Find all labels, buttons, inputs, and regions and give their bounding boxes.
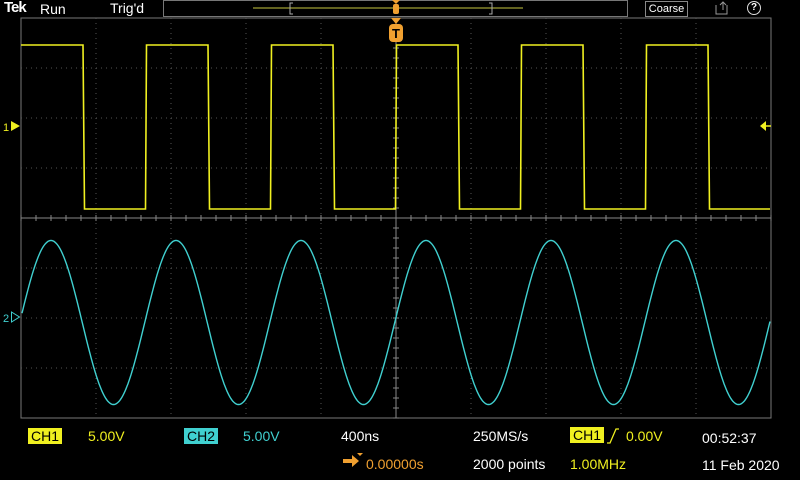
ch1-waveform bbox=[21, 44, 770, 210]
rising-edge-icon bbox=[606, 427, 620, 450]
trigger-state: Trig'd bbox=[110, 0, 145, 16]
svg-text:T: T bbox=[392, 26, 400, 41]
coarse-button[interactable]: Coarse bbox=[645, 1, 688, 17]
trigger-marker-icon[interactable]: T bbox=[389, 18, 403, 42]
trigger-frequency: 1.00MHz bbox=[570, 456, 627, 472]
ch2-badge[interactable]: CH2 bbox=[184, 428, 219, 444]
export-icon[interactable] bbox=[715, 1, 729, 20]
overview-view-brackets[interactable] bbox=[289, 2, 493, 15]
ch1-badge[interactable]: CH1 bbox=[28, 428, 63, 444]
ch1-scale[interactable]: 5.00V bbox=[88, 428, 125, 444]
ch2-scale[interactable]: 5.00V bbox=[243, 428, 280, 444]
horizontal-position[interactable]: 0.00000s bbox=[366, 456, 424, 472]
tek-logo: Tek bbox=[4, 0, 27, 16]
clock-date: 11 Feb 2020 bbox=[702, 457, 780, 473]
acquisition-state[interactable]: Run bbox=[40, 1, 66, 17]
trigger-level-arrow-icon[interactable] bbox=[760, 121, 771, 131]
record-length[interactable]: 2000 points bbox=[473, 456, 546, 472]
trigger-level[interactable]: 0.00V bbox=[626, 428, 663, 444]
svg-text:1: 1 bbox=[3, 122, 9, 134]
timebase[interactable]: 400ns bbox=[341, 428, 380, 444]
ch2-ground-marker[interactable]: 2 bbox=[3, 311, 21, 325]
clock-time: 00:52:37 bbox=[702, 430, 757, 446]
help-icon[interactable]: ? bbox=[747, 1, 761, 15]
svg-text:2: 2 bbox=[3, 313, 9, 325]
overview-trigger-marker-icon bbox=[392, 0, 400, 14]
horizontal-position-arrow-icon bbox=[342, 453, 364, 474]
ch1-ground-marker[interactable]: 1 bbox=[3, 121, 20, 134]
trigger-source-badge[interactable]: CH1 bbox=[570, 427, 605, 443]
ch2-waveform bbox=[21, 239, 771, 406]
sample-rate[interactable]: 250MS/s bbox=[473, 428, 529, 444]
